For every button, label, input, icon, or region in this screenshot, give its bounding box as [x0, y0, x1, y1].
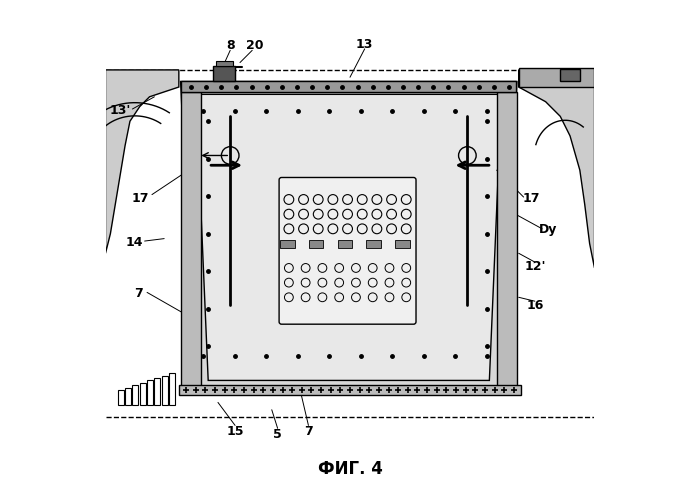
Text: 7: 7	[304, 424, 313, 437]
Bar	[560, 70, 580, 82]
Bar	[169, 373, 175, 405]
Text: 15: 15	[226, 424, 244, 437]
Bar	[125, 388, 131, 405]
Polygon shape	[181, 83, 517, 393]
Text: Dy: Dy	[539, 223, 557, 236]
Bar	[395, 240, 409, 249]
Bar	[181, 82, 517, 93]
Text: 17: 17	[522, 191, 540, 204]
Text: 7: 7	[134, 286, 143, 299]
FancyBboxPatch shape	[279, 178, 416, 325]
Polygon shape	[106, 71, 179, 254]
Text: 5: 5	[273, 427, 282, 440]
Text: 8: 8	[226, 39, 234, 52]
Bar	[181, 93, 201, 390]
Bar	[216, 61, 232, 67]
Bar	[162, 376, 167, 405]
Bar	[309, 240, 323, 249]
Bar	[179, 386, 521, 395]
Bar	[280, 240, 295, 249]
Bar	[140, 383, 146, 405]
Polygon shape	[519, 71, 594, 268]
Text: 14: 14	[125, 235, 143, 248]
Text: 16: 16	[526, 299, 543, 311]
Bar	[519, 69, 594, 88]
Bar	[155, 378, 160, 405]
Text: 20: 20	[246, 39, 263, 52]
Polygon shape	[196, 95, 502, 381]
Bar	[147, 381, 153, 405]
Text: 13': 13'	[109, 103, 131, 116]
Bar	[213, 67, 235, 82]
Text: 13: 13	[356, 38, 373, 50]
Bar	[337, 240, 352, 249]
Bar	[132, 386, 139, 405]
Text: 12': 12'	[524, 260, 545, 272]
Text: ФИГ. 4: ФИГ. 4	[318, 460, 382, 477]
Bar	[366, 240, 381, 249]
Text: 17: 17	[132, 191, 150, 204]
Bar	[497, 93, 517, 390]
Bar	[118, 390, 124, 405]
